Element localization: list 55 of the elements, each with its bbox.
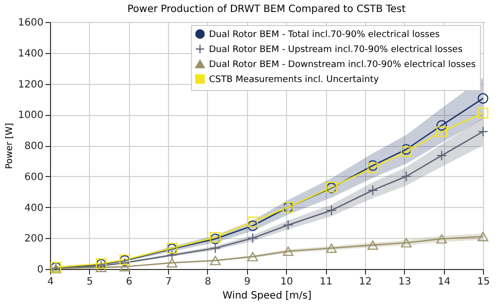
x-axis-title: Wind Speed [m/s] bbox=[222, 290, 312, 302]
point bbox=[282, 246, 294, 256]
x-tick-label: 4 bbox=[47, 276, 54, 288]
x-tick-label: 6 bbox=[126, 276, 132, 288]
point bbox=[478, 126, 488, 137]
legend-label: CSTB Measurements incl. Uncertainty bbox=[209, 75, 380, 85]
legend-label: Dual Rotor BEM - Upstream incl.70-90% electrical losses bbox=[209, 45, 463, 55]
x-tick-label: 5 bbox=[86, 276, 94, 288]
point bbox=[367, 184, 378, 196]
point bbox=[436, 126, 447, 137]
point bbox=[478, 232, 488, 242]
x-tick-label: 15 bbox=[477, 276, 490, 288]
point bbox=[478, 93, 488, 104]
y-tick-label: 200 bbox=[24, 234, 44, 245]
point bbox=[367, 240, 378, 250]
x-tick-label: 10 bbox=[280, 276, 294, 288]
point bbox=[166, 258, 178, 268]
point bbox=[247, 232, 258, 244]
x-tick-label: 7 bbox=[165, 276, 172, 288]
chart-title: Power Production of DRWT BEM Compared to CSTB Test bbox=[127, 4, 406, 15]
point bbox=[247, 252, 258, 262]
point bbox=[247, 220, 258, 232]
point bbox=[120, 262, 130, 272]
y-tick-label: 400 bbox=[24, 202, 44, 214]
x-tick-label: 14 bbox=[438, 276, 451, 288]
point bbox=[326, 205, 337, 216]
point bbox=[210, 242, 221, 254]
legend-label: Dual Rotor BEM - Downstream incl.70-90% electrical losses bbox=[209, 60, 476, 70]
point bbox=[247, 216, 258, 228]
y-tick-label: 800 bbox=[24, 141, 44, 152]
point bbox=[400, 238, 412, 248]
y-tick-label: 600 bbox=[24, 172, 44, 183]
x-tick-label: 12 bbox=[359, 276, 372, 288]
point bbox=[166, 250, 178, 260]
point bbox=[367, 160, 378, 171]
point bbox=[367, 162, 378, 174]
x-tick-label: 11 bbox=[320, 276, 332, 288]
y-tick-label: 1600 bbox=[18, 18, 44, 28]
legend-label: Dual Rotor BEM - Total incl.70-90% electrical losses bbox=[209, 30, 440, 40]
point bbox=[282, 220, 294, 230]
point bbox=[436, 120, 447, 131]
point bbox=[436, 234, 447, 244]
point bbox=[210, 256, 221, 266]
x-tick-label: 13 bbox=[398, 276, 412, 288]
point bbox=[400, 171, 412, 182]
y-axis-title: Power [W] bbox=[5, 123, 16, 169]
y-tick-label: 1200 bbox=[18, 79, 44, 90]
point bbox=[436, 150, 447, 161]
point bbox=[326, 244, 337, 253]
x-tick-label: 8 bbox=[204, 276, 212, 288]
y-tick-label: 1000 bbox=[18, 110, 44, 122]
y-tick-label: 1400 bbox=[18, 48, 44, 60]
x-tick-label: 9 bbox=[244, 276, 251, 288]
point bbox=[478, 108, 488, 118]
y-tick-label: 0 bbox=[37, 264, 44, 276]
